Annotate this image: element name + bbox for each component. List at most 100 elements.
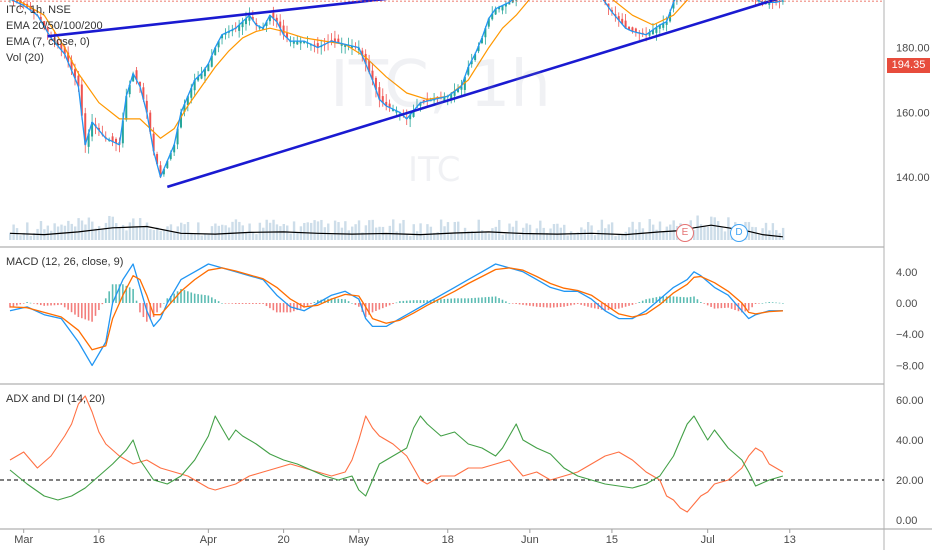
volume-bar	[395, 231, 397, 240]
macd-histogram-bar	[474, 298, 476, 303]
macd-histogram-bar	[84, 303, 86, 319]
volume-bar	[115, 223, 117, 240]
macd-histogram-bar	[194, 294, 196, 303]
macd-histogram-bar	[61, 303, 63, 305]
macd-histogram-bar	[618, 303, 620, 309]
macd-histogram-bar	[43, 303, 45, 306]
volume-bar	[584, 230, 586, 240]
macd-histogram-bar	[727, 303, 729, 308]
macd-histogram-bar	[714, 303, 716, 309]
volume-bar	[67, 221, 69, 240]
volume-bar	[430, 227, 432, 240]
volume-bar	[597, 230, 599, 240]
macd-histogram-bar	[232, 303, 234, 304]
macd-histogram-bar	[570, 303, 572, 305]
macd-histogram-bar	[700, 302, 702, 303]
macd-tick-label: 0.00	[896, 298, 917, 310]
volume-bar	[139, 218, 141, 240]
volume-bar	[614, 236, 616, 240]
volume-bar	[372, 220, 374, 240]
volume-bar	[248, 224, 250, 240]
dividend-event-marker[interactable]: D	[730, 224, 748, 242]
volume-bar	[327, 224, 329, 240]
macd-histogram-bar	[30, 303, 32, 304]
legend-ema-fast[interactable]: EMA (7, close, 0)	[6, 36, 90, 48]
macd-histogram-bar	[512, 303, 514, 304]
macd-histogram-bar	[536, 303, 538, 307]
adx-tick-label: 40.00	[896, 435, 924, 447]
volume-bar	[642, 228, 644, 240]
volume-bar	[529, 225, 531, 240]
volume-bar	[563, 225, 565, 240]
legend-ema-multi[interactable]: EMA 20/50/100/200	[6, 20, 103, 32]
volume-bar	[214, 224, 216, 240]
volume-bar	[368, 220, 370, 240]
legend-symbol[interactable]: ITC, 1h, NSE	[6, 4, 71, 16]
macd-histogram-bar	[440, 299, 442, 303]
volume-bar	[570, 231, 572, 240]
volume-bar	[515, 221, 517, 240]
volume-bar	[638, 222, 640, 240]
volume-bar	[354, 224, 356, 240]
volume-bar	[573, 233, 575, 240]
macd-histogram-bar	[574, 303, 576, 305]
macd-histogram-bar	[635, 303, 637, 304]
volume-bar	[170, 224, 172, 240]
macd-histogram-bar	[526, 303, 528, 305]
macd-line	[10, 264, 783, 365]
macd-histogram-bar	[721, 303, 723, 308]
macd-histogram-bar	[580, 303, 582, 305]
volume-bar	[255, 234, 257, 240]
time-tick-label: 16	[93, 534, 105, 546]
macd-histogram-bar	[467, 298, 469, 303]
macd-histogram-bar	[413, 300, 415, 303]
macd-histogram-bar	[594, 303, 596, 308]
macd-histogram-bar	[423, 300, 425, 303]
volume-bar	[317, 221, 319, 240]
time-tick-label: 18	[442, 534, 454, 546]
macd-histogram-bar	[680, 297, 682, 303]
volume-bar	[348, 230, 350, 240]
volume-bar	[655, 230, 657, 240]
macd-histogram-bar	[628, 303, 630, 306]
volume-bar	[330, 235, 332, 240]
earnings-event-marker[interactable]: E	[676, 224, 694, 242]
macd-histogram-bar	[697, 299, 699, 303]
macd-histogram-bar	[690, 297, 692, 303]
volume-bar	[224, 225, 226, 240]
macd-histogram-bar	[139, 303, 141, 312]
macd-histogram-bar	[143, 303, 145, 317]
volume-bar	[601, 220, 603, 240]
volume-bar	[365, 225, 367, 240]
adx-pane-title[interactable]: ADX and DI (14, 20)	[6, 393, 105, 405]
macd-histogram-bar	[382, 303, 384, 308]
macd-histogram-bar	[563, 303, 565, 307]
macd-histogram-bar	[461, 298, 463, 303]
volume-bar	[659, 222, 661, 240]
time-tick-label: Mar	[14, 534, 33, 546]
volume-bar	[163, 230, 165, 240]
macd-histogram-bar	[74, 303, 76, 315]
legend-volume[interactable]: Vol (20)	[6, 52, 44, 64]
price-tick-label: 160.00	[896, 107, 930, 119]
volume-bar	[296, 233, 298, 240]
adx-tick-label: 20.00	[896, 475, 924, 487]
macd-histogram-bar	[129, 287, 131, 303]
macd-histogram-bar	[64, 303, 66, 307]
macd-histogram-bar	[160, 303, 162, 308]
macd-histogram-bar	[214, 299, 216, 303]
volume-bar	[153, 230, 155, 240]
volume-bar	[426, 224, 428, 240]
macd-histogram-bar	[67, 303, 69, 310]
macd-histogram-bar	[50, 303, 52, 305]
macd-pane-title[interactable]: MACD (12, 26, close, 9)	[6, 256, 123, 268]
macd-histogram-bar	[279, 303, 281, 312]
macd-histogram-bar	[765, 303, 767, 304]
volume-bar	[337, 222, 339, 240]
macd-histogram-bar	[399, 301, 401, 303]
macd-histogram-bar	[334, 299, 336, 303]
volume-bar	[173, 233, 175, 240]
macd-histogram-bar	[88, 303, 90, 321]
volume-bar	[272, 220, 274, 240]
